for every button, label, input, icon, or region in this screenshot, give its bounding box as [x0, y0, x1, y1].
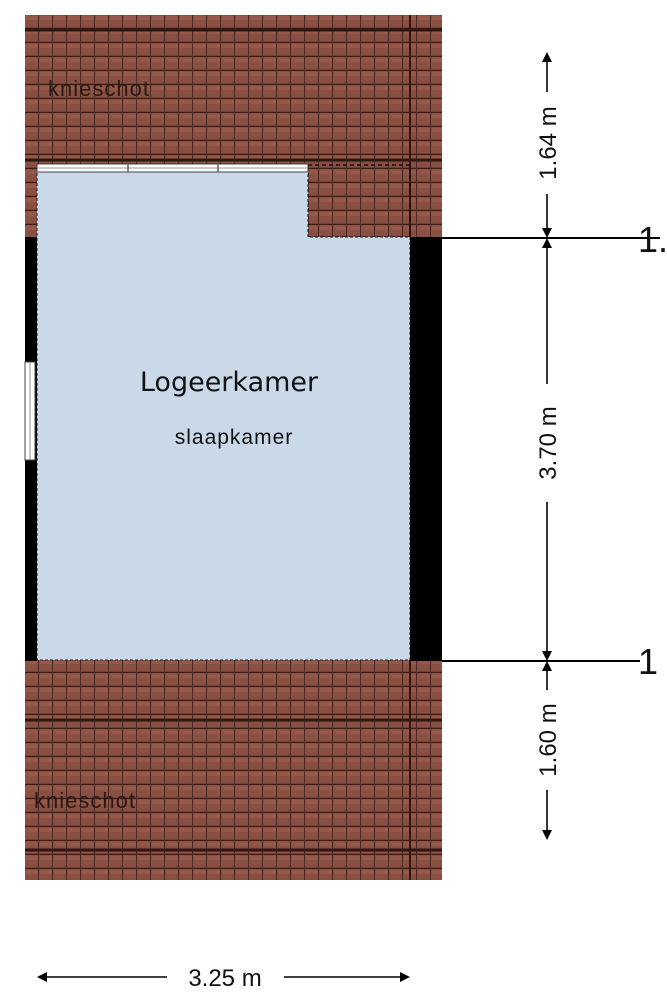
vertical-dimension	[542, 52, 552, 840]
dimension-middle: 3.70 m	[535, 406, 562, 479]
top-window	[36, 163, 309, 173]
room-floor	[36, 169, 411, 661]
dimension-top: 1.64 m	[535, 106, 562, 179]
edge-label-lower: 1	[638, 641, 658, 682]
roof-label-top: knieschot	[48, 76, 150, 101]
left-window	[24, 361, 36, 461]
right-wall	[410, 237, 442, 661]
roof-label-bottom: knieschot	[34, 788, 136, 813]
room-title: Logeerkamer	[140, 367, 319, 398]
dimension-bottom: 1.60 m	[535, 703, 562, 776]
dimension-width: 3.25 m	[188, 965, 261, 992]
room-subtitle: slaapkamer	[175, 426, 294, 449]
edge-label-upper: 1.	[638, 219, 667, 260]
width-dimension	[37, 972, 410, 982]
roof-battens	[25, 15, 442, 880]
